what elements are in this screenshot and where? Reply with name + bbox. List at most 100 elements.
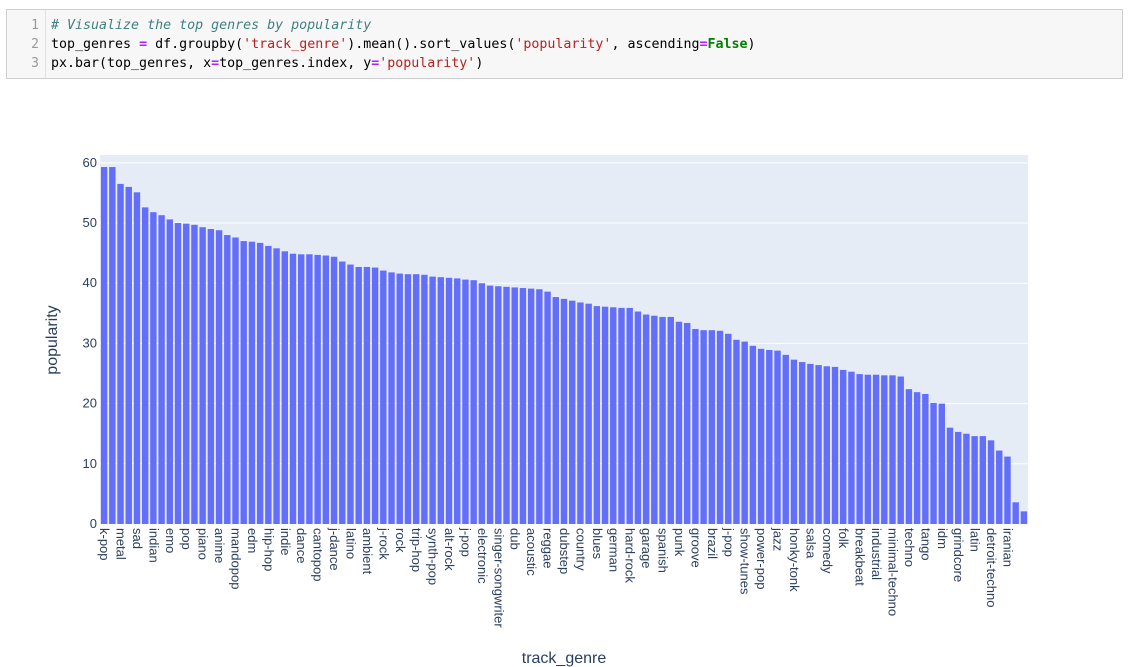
bar[interactable] bbox=[741, 341, 748, 524]
bar[interactable] bbox=[585, 303, 592, 524]
bar[interactable] bbox=[774, 350, 781, 524]
bar[interactable] bbox=[380, 270, 387, 524]
bar[interactable] bbox=[954, 431, 962, 524]
bar[interactable] bbox=[815, 365, 822, 524]
bar[interactable] bbox=[404, 274, 412, 524]
bar[interactable] bbox=[1020, 511, 1028, 524]
bar[interactable] bbox=[675, 321, 683, 524]
bar[interactable] bbox=[1012, 502, 1019, 524]
bar[interactable] bbox=[946, 427, 954, 524]
bar[interactable] bbox=[577, 302, 584, 524]
bar[interactable] bbox=[552, 297, 559, 524]
bar[interactable] bbox=[1004, 456, 1011, 524]
bar[interactable] bbox=[478, 283, 486, 524]
bar[interactable] bbox=[634, 311, 642, 524]
bar[interactable] bbox=[881, 375, 888, 524]
bar[interactable] bbox=[396, 273, 403, 524]
bar[interactable] bbox=[470, 280, 477, 524]
bar[interactable] bbox=[831, 366, 839, 524]
bar[interactable] bbox=[150, 212, 157, 524]
bar[interactable] bbox=[503, 286, 510, 524]
bar[interactable] bbox=[807, 363, 814, 524]
code-cell[interactable]: 1 2 3 # Visualize the top genres by popu… bbox=[6, 9, 1123, 79]
bar[interactable] bbox=[527, 288, 535, 524]
bar[interactable] bbox=[158, 215, 165, 524]
bar[interactable] bbox=[659, 316, 666, 524]
bar[interactable] bbox=[610, 307, 617, 524]
bar[interactable] bbox=[626, 307, 633, 524]
bar[interactable] bbox=[905, 389, 913, 524]
bar[interactable] bbox=[109, 167, 116, 524]
bar[interactable] bbox=[281, 251, 288, 524]
bar[interactable] bbox=[856, 374, 863, 524]
bar[interactable] bbox=[700, 330, 707, 524]
bar[interactable] bbox=[971, 436, 978, 524]
bar[interactable] bbox=[544, 291, 551, 524]
bar[interactable] bbox=[840, 369, 847, 524]
bar[interactable] bbox=[256, 242, 264, 524]
bar[interactable] bbox=[749, 345, 757, 524]
bar[interactable] bbox=[683, 322, 691, 524]
bar[interactable] bbox=[388, 272, 395, 524]
bar[interactable] bbox=[716, 330, 724, 524]
bar[interactable] bbox=[593, 306, 601, 524]
bar[interactable] bbox=[289, 253, 297, 524]
bar[interactable] bbox=[651, 315, 658, 524]
bar[interactable] bbox=[601, 306, 609, 524]
bar[interactable] bbox=[314, 254, 321, 525]
bar[interactable] bbox=[987, 440, 995, 524]
bar[interactable] bbox=[733, 339, 740, 524]
bar[interactable] bbox=[174, 223, 182, 524]
bar[interactable] bbox=[757, 348, 765, 524]
bar[interactable] bbox=[462, 279, 469, 524]
bar[interactable] bbox=[429, 276, 436, 524]
bar[interactable] bbox=[618, 307, 625, 524]
code-line-2[interactable]: top_genres = df.groupby('track_genre').m… bbox=[51, 35, 756, 54]
bar[interactable] bbox=[240, 241, 247, 524]
bar[interactable] bbox=[355, 266, 362, 524]
bar[interactable] bbox=[979, 436, 987, 524]
code-line-1[interactable]: # Visualize the top genres by popularity bbox=[51, 16, 371, 35]
bar[interactable] bbox=[306, 254, 313, 524]
bar[interactable] bbox=[166, 219, 174, 524]
bar[interactable] bbox=[125, 186, 132, 524]
bar[interactable] bbox=[692, 328, 699, 524]
bar[interactable] bbox=[766, 350, 773, 524]
bar[interactable] bbox=[519, 288, 527, 524]
bar[interactable] bbox=[823, 366, 830, 524]
bar[interactable] bbox=[782, 354, 789, 524]
bar[interactable] bbox=[265, 245, 272, 524]
bar[interactable] bbox=[511, 287, 518, 524]
bar[interactable] bbox=[363, 266, 371, 524]
bar[interactable] bbox=[183, 223, 190, 524]
bar[interactable] bbox=[117, 183, 124, 524]
bar[interactable] bbox=[445, 277, 453, 524]
bar[interactable] bbox=[100, 167, 108, 524]
bar[interactable] bbox=[864, 374, 872, 524]
bar[interactable] bbox=[922, 393, 929, 524]
bar[interactable] bbox=[889, 375, 896, 524]
bar[interactable] bbox=[996, 450, 1003, 524]
bar[interactable] bbox=[330, 256, 338, 524]
bar[interactable] bbox=[536, 289, 543, 524]
bar[interactable] bbox=[486, 285, 494, 524]
bar[interactable] bbox=[897, 376, 904, 524]
bar[interactable] bbox=[848, 371, 855, 524]
bar[interactable] bbox=[798, 362, 806, 524]
bar[interactable] bbox=[412, 274, 420, 524]
bar[interactable] bbox=[569, 300, 576, 524]
bar[interactable] bbox=[725, 333, 732, 524]
bar[interactable] bbox=[667, 316, 674, 524]
bar[interactable] bbox=[141, 207, 149, 524]
code-line-3[interactable]: px.bar(top_genres, x=top_genres.index, y… bbox=[51, 54, 483, 73]
bar[interactable] bbox=[215, 230, 223, 525]
bar[interactable] bbox=[273, 248, 280, 525]
bar[interactable] bbox=[963, 433, 970, 524]
bar[interactable] bbox=[560, 298, 568, 524]
bar[interactable] bbox=[133, 192, 141, 524]
bar[interactable] bbox=[347, 264, 354, 524]
bar[interactable] bbox=[454, 278, 461, 524]
bar[interactable] bbox=[191, 224, 198, 524]
bar[interactable] bbox=[298, 254, 305, 524]
